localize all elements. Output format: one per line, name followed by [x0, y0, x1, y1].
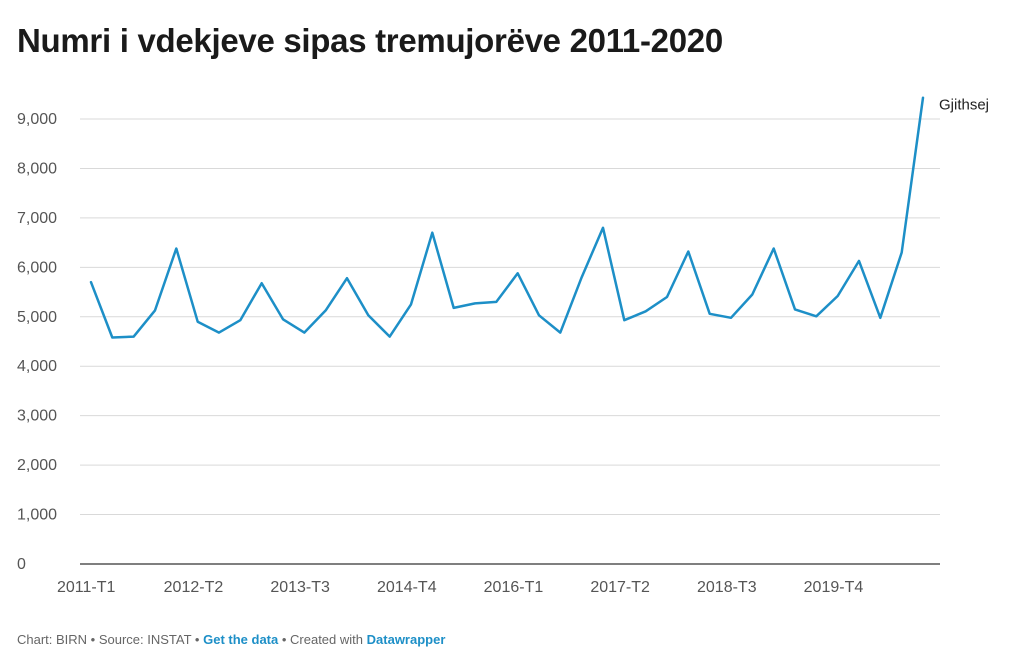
x-tick-label: 2019-T4 — [804, 579, 864, 596]
x-tick-label: 2012-T2 — [164, 579, 224, 596]
get-data-link[interactable]: Get the data — [203, 632, 278, 647]
datawrapper-link[interactable]: Datawrapper — [367, 632, 446, 647]
x-tick-label: 2017-T2 — [590, 579, 650, 596]
y-axis: 0 1,000 2,000 3,000 4,000 5,000 6,000 7,000 8,00… — [17, 111, 57, 573]
x-tick-label: 2016-T1 — [484, 579, 544, 596]
y-tick-label: 8,000 — [17, 160, 57, 177]
y-tick-label: 2,000 — [17, 457, 57, 474]
chart-footer: Chart: BIRN • Source: INSTAT • Get the d… — [17, 632, 445, 647]
footer-created: • Created with — [282, 632, 363, 647]
gridlines — [80, 119, 940, 564]
y-tick-label: 3,000 — [17, 408, 57, 425]
y-tick-label: 6,000 — [17, 259, 57, 276]
series-group: Gjithsej — [91, 97, 989, 338]
y-tick-label: 9,000 — [17, 111, 57, 128]
x-axis: 2011-T1 2012-T2 2013-T3 2014-T4 2016-T1 2017-… — [57, 579, 863, 596]
y-tick-label: 1,000 — [17, 507, 57, 524]
y-tick-label: 5,000 — [17, 309, 57, 326]
x-tick-label: 2013-T3 — [270, 579, 330, 596]
y-tick-label: 4,000 — [17, 358, 57, 375]
footer-source: Chart: BIRN • Source: INSTAT • — [17, 632, 199, 647]
x-tick-label: 2011-T1 — [57, 579, 116, 596]
x-tick-label: 2018-T3 — [697, 579, 757, 596]
series-label: Gjithsej — [939, 97, 989, 114]
y-tick-label: 0 — [17, 556, 26, 573]
x-tick-label: 2014-T4 — [377, 579, 437, 596]
y-tick-label: 7,000 — [17, 210, 57, 227]
